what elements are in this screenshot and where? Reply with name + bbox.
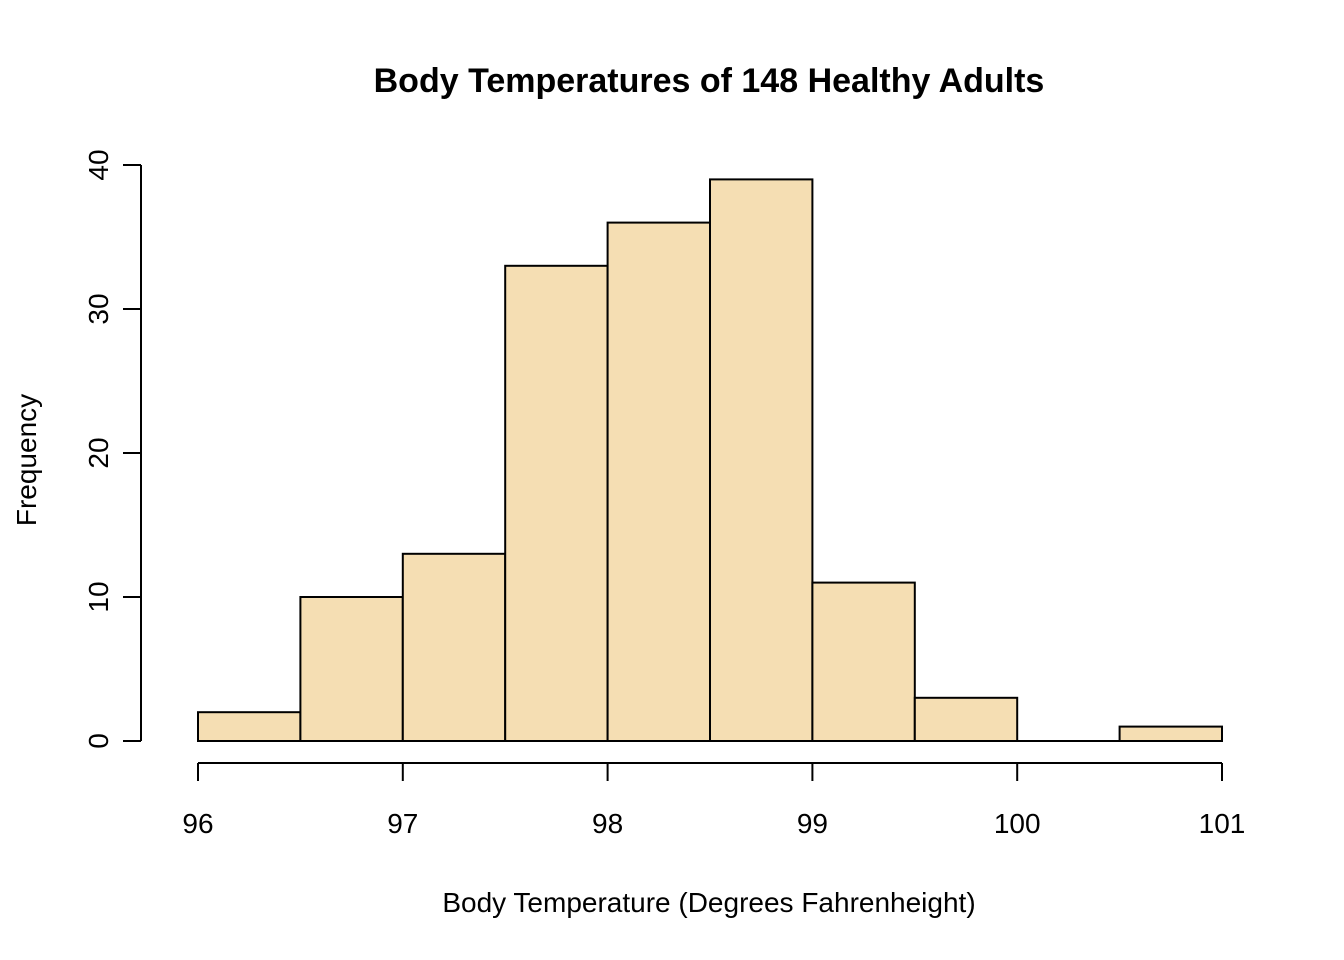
y-tick-label: 20 xyxy=(83,437,114,468)
histogram-bar xyxy=(913,696,1019,742)
histogram-bar xyxy=(299,596,404,742)
x-tick-label: 101 xyxy=(1199,808,1246,839)
bars-layer xyxy=(197,178,1223,743)
x-tick-label: 97 xyxy=(387,808,418,839)
histogram-bar xyxy=(197,711,302,743)
chart-title: Body Temperatures of 148 Healthy Adults xyxy=(374,62,1045,100)
y-axis: 0 10 20 30 40 xyxy=(83,149,142,749)
y-tick-label: 40 xyxy=(83,149,114,180)
histogram-bar xyxy=(401,552,507,742)
y-tick-label: 0 xyxy=(83,733,114,749)
histogram-bar xyxy=(606,221,711,743)
y-tick-label: 30 xyxy=(83,293,114,324)
x-tick-label: 98 xyxy=(592,808,623,839)
histogram-bar xyxy=(709,178,814,742)
x-axis: 96 97 98 99 100 101 xyxy=(182,762,1246,839)
histogram-bar xyxy=(504,264,609,742)
y-axis-label: Frequency xyxy=(11,394,42,526)
x-tick-label: 96 xyxy=(182,808,213,839)
x-tick-label: 100 xyxy=(994,808,1041,839)
x-tick-label: 99 xyxy=(797,808,828,839)
histogram-bar xyxy=(811,581,916,742)
y-tick-label: 10 xyxy=(83,581,114,612)
x-axis-label: Body Temperature (Degrees Fahrenheight) xyxy=(442,887,975,918)
histogram-bar xyxy=(1118,725,1223,742)
